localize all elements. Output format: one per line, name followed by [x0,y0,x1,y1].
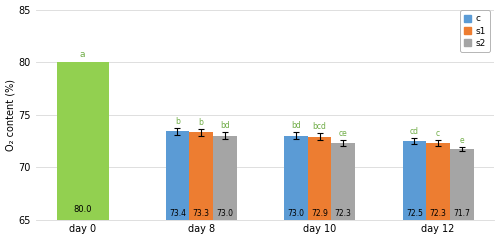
Bar [332,143,355,220]
Bar [166,131,189,220]
Bar [284,136,308,220]
Text: 80.0: 80.0 [74,205,92,214]
Text: c: c [436,129,440,138]
Text: 71.7: 71.7 [454,209,470,218]
Legend: c, s1, s2: c, s1, s2 [460,10,490,52]
Text: b: b [175,117,180,126]
Text: a: a [80,50,86,60]
Text: cd: cd [410,126,419,136]
Text: 72.3: 72.3 [335,209,351,218]
Text: ce: ce [339,129,347,138]
Bar [308,137,332,220]
Text: 73.3: 73.3 [192,209,210,218]
Text: 72.9: 72.9 [311,209,328,218]
Bar [402,141,426,220]
Text: 72.3: 72.3 [430,209,446,218]
Text: e: e [460,136,464,145]
Text: 72.5: 72.5 [406,209,423,218]
Text: 73.4: 73.4 [169,209,186,218]
Bar [189,132,213,220]
Text: bd: bd [220,121,230,130]
Text: 73.0: 73.0 [288,209,304,218]
Bar [450,149,473,220]
Text: 73.0: 73.0 [216,209,234,218]
Bar [426,143,450,220]
Text: bd: bd [291,121,300,130]
Text: b: b [198,118,203,127]
Text: bcd: bcd [312,122,326,131]
Bar [213,136,236,220]
Y-axis label: O₂ content (%): O₂ content (%) [6,78,16,150]
Bar [56,62,108,220]
